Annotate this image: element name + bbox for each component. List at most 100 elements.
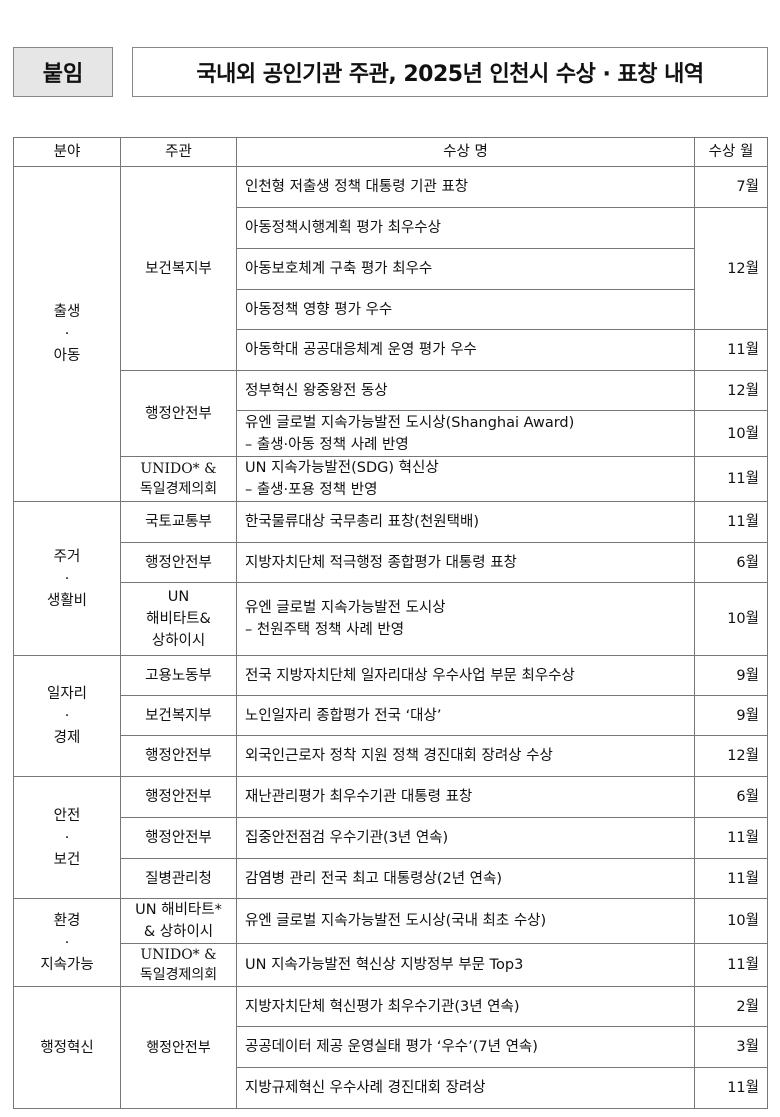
month-cell: 12월 — [694, 735, 768, 777]
cell-line: – 천원주택 정책 사례 반영 — [245, 622, 405, 638]
cell-line: 행정안전부 — [145, 554, 212, 571]
cell-line: 주거 — [53, 548, 81, 565]
cell-line: 고용노동부 — [145, 667, 212, 684]
cell-line: · — [64, 570, 70, 587]
cell-line: · — [64, 829, 70, 846]
award-cell: 전국 지방자치단체 일자리대상 우수사업 부문 최우수상 — [236, 655, 695, 696]
cell-line: 유엔 글로벌 지속가능발전 도시상 — [245, 600, 446, 616]
table-row: 질병관리청 감염병 관리 전국 최고 대통령상(2년 연속) 11월 — [14, 858, 768, 899]
month-cell: 6월 — [694, 542, 768, 583]
cell-line: UN 지속가능발전(SDG) 혁신상 — [245, 460, 439, 476]
table-row: 아동정책 영향 평가 우수 — [14, 289, 768, 330]
cell-line: 출생 — [53, 304, 81, 320]
cell-line: 보건 — [53, 851, 81, 868]
cell-line: 아동 — [53, 348, 81, 364]
column-header-field: 분야 — [13, 137, 121, 167]
field-cell: 출생 · 아동 — [13, 166, 121, 502]
award-cell: UN 지속가능발전 혁신상 지방정부 부문 Top3 — [236, 943, 695, 987]
table-row: 안전 · 보건 행정안전부 재난관리평가 최우수기관 대통령 표창 6월 — [13, 776, 768, 899]
award-cell: 공공데이터 제공 운영실태 평가 ‘우수’(7년 연속) — [236, 1026, 695, 1068]
cell-line: · — [64, 934, 70, 951]
column-header-month: 수상 월 — [694, 137, 768, 167]
organizer-cell: UN 해비타트* & 상하이시 — [120, 898, 237, 944]
cell-line: · — [64, 326, 70, 342]
field-cell: 일자리 · 경제 — [13, 655, 121, 777]
cell-line: · — [64, 708, 70, 724]
organizer-cell: UN 해비타트& 상하이시 — [120, 582, 237, 656]
award-cell: 재난관리평가 최우수기관 대통령 표창 — [236, 776, 695, 818]
cell-line: 감염병 관리 전국 최고 대통령상(2년 연속) — [245, 870, 503, 887]
cell-line: 안전 — [53, 807, 81, 824]
cell-line: 재난관리평가 최우수기관 대통령 표창 — [245, 789, 473, 805]
month-cell: 7월 — [694, 166, 768, 208]
organizer-cell: 보건복지부 — [120, 695, 237, 736]
table-row: 보건복지부 노인일자리 종합평가 전국 ‘대상’ 9월 — [14, 695, 768, 736]
table-row: 출생 · 아동 보건복지부 인천형 저출생 정책 대통령 기관 표창 7월 — [13, 166, 768, 502]
award-cell: 아동정책시행계획 평가 최우수상 — [236, 207, 695, 249]
cell-line: 행정안전부 — [146, 1039, 211, 1056]
cell-line: 지속가능 — [40, 956, 94, 973]
award-cell: 아동학대 공공대응체계 운영 평가 우수 — [236, 329, 695, 371]
month-cell: 6월 — [694, 776, 768, 818]
organizer-cell: 고용노동부 — [120, 655, 237, 696]
award-cell: 정부혁신 왕중왕전 동상 — [236, 370, 695, 411]
cell-line: UN 해비타트* — [135, 902, 222, 918]
cell-line: 국토교통부 — [145, 514, 212, 530]
month-cell: 11월 — [694, 943, 768, 987]
awards-table: 분야 주관 수상 명 수상 월 출생 · 아동 보건복지부 인천형 저출생 정책 대통령… — [13, 137, 768, 1109]
organizer-cell: UNIDO* & 독일경제의회 — [120, 943, 237, 987]
table-row: 아동학대 공공대응체계 운영 평가 우수 11월 — [14, 329, 768, 371]
cell-line: 한국물류대상 국무총리 표창(천원택배) — [245, 514, 479, 530]
month-cell: 10월 — [694, 410, 768, 457]
cell-line: 유엔 글로벌 지속가능발전 도시상(Shanghai Award) — [245, 414, 575, 431]
document-title: 국내외 공인기관 주관, 2025년 인천시 수상 · 표창 내역 — [132, 47, 768, 97]
table-row: 행정안전부 외국인근로자 정착 지원 정책 경진대회 장려상 수상 12월 — [14, 735, 768, 777]
cell-line: 아동학대 공공대응체계 운영 평가 우수 — [245, 342, 477, 358]
month-cell: 11월 — [694, 817, 768, 859]
award-cell: 아동정책 영향 평가 우수 — [236, 289, 695, 330]
cell-line: 전국 지방자치단체 일자리대상 우수사업 부문 최우수상 — [245, 667, 575, 684]
award-cell: 유엔 글로벌 지속가능발전 도시상(Shanghai Award) – 출생·아동… — [236, 410, 695, 457]
table-row: 환경 · 지속가능 UN 해비타트* & 상하이시 유엔 글로벌 지속가능발전 도시상(국… — [13, 898, 768, 987]
award-cell: 인천형 저출생 정책 대통령 기관 표창 — [236, 166, 695, 208]
month-cell: 10월 — [694, 898, 768, 944]
cell-line: 집중안전점검 우수기관(3년 연속) — [245, 830, 449, 846]
field-cell: 안전 · 보건 — [13, 776, 121, 899]
cell-line: 일자리 — [46, 686, 88, 702]
field-cell: 주거 · 생활비 — [13, 501, 121, 656]
month-cell: 11월 — [694, 501, 768, 543]
organizer-cell: 행정안전부 — [120, 986, 237, 1109]
organizer-cell: 보건복지부 — [120, 166, 237, 371]
cell-line: 인천형 저출생 정책 대통령 기관 표창 — [245, 179, 469, 195]
cell-line: 아동정책시행계획 평가 최우수상 — [245, 220, 441, 236]
organizer-cell: 질병관리청 — [120, 858, 237, 899]
cell-line: – 출생·아동 정책 사례 반영 — [245, 436, 409, 453]
month-cell: 12월 — [694, 207, 768, 330]
cell-line: 독일경제의회 — [139, 967, 218, 983]
award-cell: 지방자치단체 혁신평가 최우수기관(3년 연속) — [236, 986, 695, 1027]
award-cell: 아동보호체계 구축 평가 최우수 — [236, 248, 695, 290]
cell-line: 정부혁신 왕중왕전 동상 — [245, 382, 388, 399]
month-cell: 10월 — [694, 582, 768, 656]
cell-line: 아동보호체계 구축 평가 최우수 — [245, 261, 433, 277]
cell-line: 보건복지부 — [145, 260, 212, 277]
award-cell: 지방규제혁신 우수사례 경진대회 장려상 — [236, 1067, 695, 1109]
table-row: 행정안전부 지방자치단체 적극행정 종합평가 대통령 표창 6월 — [14, 542, 768, 583]
cell-line: 지방자치단체 적극행정 종합평가 대통령 표창 — [245, 554, 517, 571]
cell-line: 행정안전부 — [145, 748, 212, 764]
table-row: 행정안전부 집중안전점검 우수기관(3년 연속) 11월 — [14, 817, 768, 859]
organizer-cell: 행정안전부 — [120, 735, 237, 777]
cell-line: & 상하이시 — [143, 924, 214, 940]
column-header-organizer: 주관 — [120, 137, 237, 167]
table-row: 일자리 · 경제 고용노동부 전국 지방자치단체 일자리대상 우수사업 부문 최우수상 9… — [13, 655, 768, 777]
cell-line: 행정혁신 — [40, 1039, 94, 1056]
table-row: UNIDO* & 독일경제의회 UN 지속가능발전 혁신상 지방정부 부문 Top3… — [14, 943, 768, 987]
month-cell: 9월 — [694, 695, 768, 736]
cell-line: 외국인근로자 정착 지원 정책 경진대회 장려상 수상 — [245, 748, 553, 764]
table-row: UN 해비타트& 상하이시 유엔 글로벌 지속가능발전 도시상 – 천원주택 정책 사례… — [14, 582, 768, 656]
award-cell: 감염병 관리 전국 최고 대통령상(2년 연속) — [236, 858, 695, 899]
month-cell: 11월 — [694, 858, 768, 899]
cell-line: 환경 — [53, 912, 81, 929]
cell-line: 상하이시 — [151, 633, 206, 649]
field-cell: 환경 · 지속가능 — [13, 898, 121, 987]
